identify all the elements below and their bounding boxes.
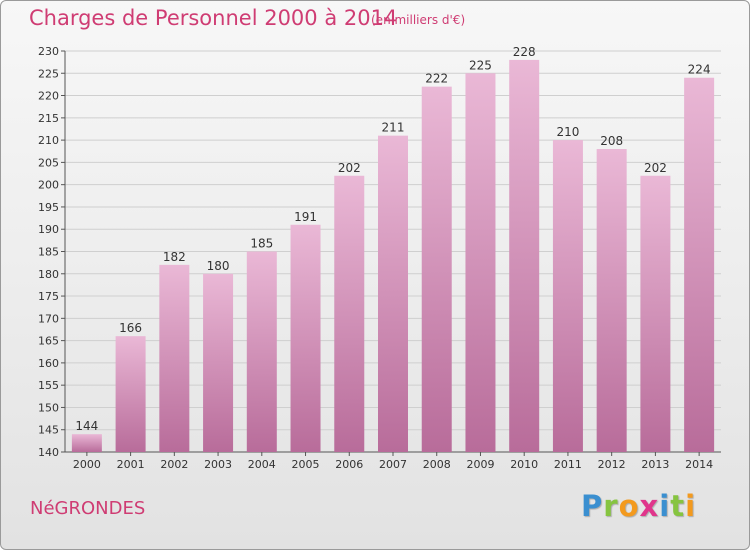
data-label-2000: 144 bbox=[75, 419, 98, 433]
bar-2012 bbox=[596, 149, 627, 452]
data-label-2008: 222 bbox=[425, 72, 448, 86]
y-tick-label: 160 bbox=[38, 357, 59, 370]
data-labels: 144 166 182 180 185 191 202 211 222 225 228 210 208 2… bbox=[75, 45, 710, 433]
y-tick-label: 225 bbox=[38, 67, 59, 80]
x-tick-label-2010: 2010 bbox=[510, 458, 538, 471]
bar-2011 bbox=[552, 140, 583, 452]
x-tick-label-2014: 2014 bbox=[685, 458, 713, 471]
y-tick-label: 220 bbox=[38, 90, 59, 103]
y-tick-label: 150 bbox=[38, 401, 59, 414]
x-tick-label-2000: 2000 bbox=[73, 458, 101, 471]
y-tick-label: 140 bbox=[38, 446, 59, 459]
bar-2014 bbox=[684, 77, 715, 452]
y-tick-label: 190 bbox=[38, 223, 59, 236]
data-label-2014: 224 bbox=[688, 63, 711, 77]
bar-2002 bbox=[159, 264, 190, 452]
bar-2013 bbox=[640, 175, 671, 452]
data-label-2009: 225 bbox=[469, 58, 492, 72]
x-tick-label-2009: 2009 bbox=[466, 458, 494, 471]
data-label-2002: 182 bbox=[163, 250, 186, 264]
bar-2008 bbox=[421, 86, 452, 453]
y-tick-label: 195 bbox=[38, 201, 59, 214]
x-tick-label-2008: 2008 bbox=[423, 458, 451, 471]
x-tick-label-2013: 2013 bbox=[641, 458, 669, 471]
bar-2000 bbox=[71, 434, 102, 452]
y-tick-label: 215 bbox=[38, 112, 59, 125]
x-tick-label-2006: 2006 bbox=[335, 458, 363, 471]
data-label-2013: 202 bbox=[644, 161, 667, 175]
y-tick-labels: 140 145 150 155 160 165 170 175 180 185 190 195 200 2… bbox=[38, 45, 59, 459]
x-tick-label-2001: 2001 bbox=[117, 458, 145, 471]
y-tick-label: 155 bbox=[38, 379, 59, 392]
y-tick-label: 175 bbox=[38, 290, 59, 303]
y-tick-label: 170 bbox=[38, 312, 59, 325]
commune-name: NéGRONDES bbox=[30, 498, 146, 519]
x-tick-label-2004: 2004 bbox=[248, 458, 276, 471]
data-label-2010: 228 bbox=[513, 45, 536, 59]
y-tick-label: 165 bbox=[38, 335, 59, 348]
bar-2005 bbox=[290, 224, 321, 452]
chart-title: Charges de Personnel 2000 à 2014 bbox=[29, 6, 398, 30]
x-tick-label-2007: 2007 bbox=[379, 458, 407, 471]
chart-subtitle: (en milliers d'€) bbox=[371, 13, 466, 27]
data-label-2007: 211 bbox=[382, 121, 405, 135]
x-tick-label-2011: 2011 bbox=[554, 458, 582, 471]
data-label-2011: 210 bbox=[556, 125, 579, 139]
data-label-2003: 180 bbox=[207, 259, 230, 273]
bar-2007 bbox=[378, 135, 408, 452]
x-tick-label-2002: 2002 bbox=[160, 458, 188, 471]
bar-2009 bbox=[465, 73, 496, 453]
data-label-2012: 208 bbox=[600, 134, 623, 148]
y-tick-label: 205 bbox=[38, 156, 59, 169]
data-label-2004: 185 bbox=[250, 237, 273, 251]
x-tick-labels: 2000 2001 2002 2003 2004 2005 2006 2007 2008 2009… bbox=[73, 452, 713, 471]
y-tick-label: 185 bbox=[38, 246, 59, 259]
y-tick-label: 200 bbox=[38, 179, 59, 192]
y-tick-label: 180 bbox=[38, 268, 59, 281]
data-label-2006: 202 bbox=[338, 161, 361, 175]
proxiti-logo: Proxiti bbox=[581, 489, 697, 523]
bar-2004 bbox=[246, 251, 277, 452]
bars bbox=[71, 59, 715, 453]
x-tick-label-2003: 2003 bbox=[204, 458, 232, 471]
y-tick-label: 145 bbox=[38, 424, 59, 437]
bar-2010 bbox=[509, 59, 540, 453]
y-tick-label: 230 bbox=[38, 45, 59, 58]
data-label-2001: 166 bbox=[119, 321, 142, 335]
x-tick-label-2012: 2012 bbox=[598, 458, 626, 471]
bar-2003 bbox=[203, 273, 234, 452]
bar-2001 bbox=[115, 336, 146, 452]
x-tick-label-2005: 2005 bbox=[292, 458, 320, 471]
y-tick-label: 210 bbox=[38, 134, 59, 147]
data-label-2005: 191 bbox=[294, 210, 317, 224]
bar-2006 bbox=[334, 175, 365, 452]
